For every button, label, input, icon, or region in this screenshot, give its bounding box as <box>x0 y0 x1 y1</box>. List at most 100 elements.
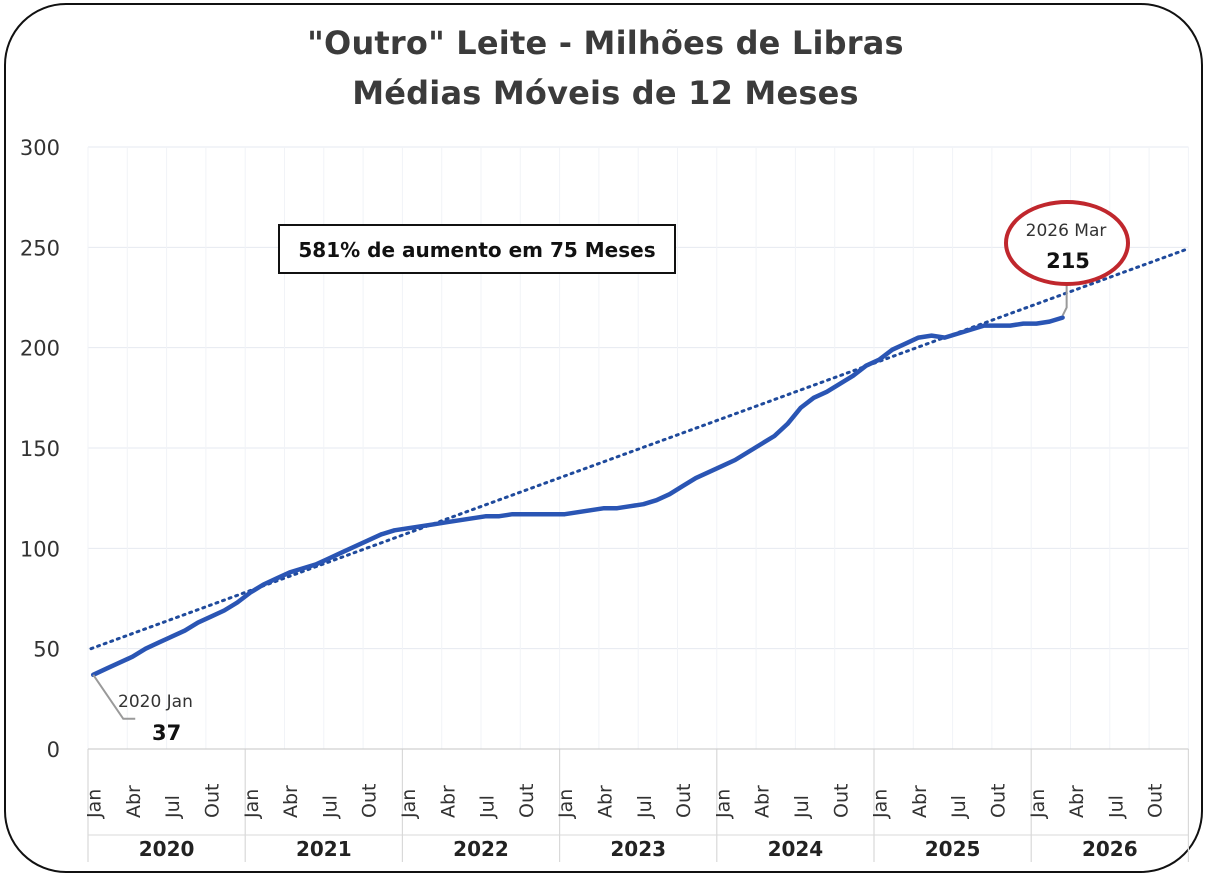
data-point <box>118 661 121 664</box>
x-tick-label: Out <box>830 784 852 818</box>
data-point <box>917 336 920 339</box>
data-point <box>747 451 749 453</box>
end-value: 215 <box>1046 249 1090 273</box>
chart-subtitle: Médias Móveis de 12 Meses <box>352 74 859 112</box>
data-point <box>655 499 658 502</box>
data-point <box>865 364 867 367</box>
year-label: 2020 <box>139 837 195 861</box>
data-point <box>773 435 776 437</box>
x-tick-label: Jan <box>1027 789 1049 819</box>
x-tick-label: Out <box>1145 784 1167 818</box>
data-point <box>105 667 108 670</box>
data-point <box>446 521 448 523</box>
start-label: 2020 Jan <box>118 692 193 712</box>
data-point <box>131 655 134 658</box>
chart-frame <box>4 3 1203 873</box>
x-tick-label: Jan <box>241 789 263 819</box>
y-tick-label: 150 <box>20 437 60 461</box>
data-point <box>760 443 763 445</box>
y-tick-label: 0 <box>47 738 60 762</box>
data-point <box>812 397 815 399</box>
data-point <box>1022 322 1025 325</box>
data-point <box>852 375 854 377</box>
data-point <box>144 647 147 650</box>
annotation-box <box>278 224 676 274</box>
trendline <box>89 247 1188 651</box>
x-tick-label: Jul <box>162 795 184 819</box>
data-point <box>419 525 422 528</box>
series-group <box>90 315 1065 678</box>
data-point <box>210 615 212 618</box>
data-point <box>249 591 252 594</box>
data-point <box>904 342 907 345</box>
y-tick-label: 50 <box>33 638 60 662</box>
year-label: 2024 <box>768 837 824 861</box>
y-tick-label: 300 <box>20 136 60 160</box>
data-point <box>171 635 173 638</box>
data-point <box>485 515 488 517</box>
data-point <box>616 507 618 510</box>
y-tick-label: 200 <box>20 337 60 361</box>
year-label: 2021 <box>296 837 352 861</box>
x-tick-label: Jul <box>319 795 341 819</box>
data-point <box>537 513 540 515</box>
x-tick-label: Jan <box>555 789 577 819</box>
data-point <box>878 358 880 361</box>
x-tick-label: Abr <box>123 785 145 818</box>
x-tick-label: Abr <box>594 785 616 818</box>
data-point <box>236 601 239 604</box>
data-point <box>839 383 841 385</box>
data-point <box>564 513 566 515</box>
year-label: 2023 <box>610 837 666 861</box>
x-tick-label: Jul <box>634 795 656 819</box>
x-tick-label: Jul <box>477 795 499 819</box>
year-label: 2025 <box>925 837 981 861</box>
data-point <box>197 621 199 624</box>
data-point <box>157 641 160 644</box>
x-tick-label: Out <box>987 784 1009 818</box>
data-point <box>288 571 291 574</box>
data-point <box>262 583 265 586</box>
annotation-box-text: 581% de aumento em 75 Meses <box>298 238 655 262</box>
y-tick-label: 100 <box>20 537 60 561</box>
x-tick-label: Jan <box>84 789 106 819</box>
data-point <box>826 391 828 393</box>
x-tick-label: Abr <box>1066 785 1088 818</box>
end-label: 2026 Mar <box>1026 221 1107 241</box>
data-point <box>996 324 998 327</box>
start-callout-line <box>92 674 136 720</box>
data-point <box>1048 320 1051 323</box>
data-point <box>302 567 304 570</box>
highlight-circle <box>1004 200 1130 286</box>
data-point <box>223 609 225 612</box>
data-point <box>1061 316 1064 319</box>
data-point <box>393 529 396 532</box>
data-point <box>498 515 501 517</box>
x-tick-label: Jul <box>791 795 813 819</box>
data-point <box>799 407 802 409</box>
chart-title: "Outro" Leite - Milhões de Libras <box>307 24 904 62</box>
data-point <box>577 511 579 513</box>
x-tick-label: Jan <box>712 789 734 819</box>
y-tick-label: 250 <box>20 236 60 260</box>
x-tick-label: Abr <box>280 785 302 818</box>
data-point <box>983 324 985 327</box>
data-point <box>433 523 435 526</box>
data-point <box>472 517 474 519</box>
data-point <box>943 336 946 339</box>
data-point <box>1035 322 1038 325</box>
data-point <box>550 513 553 515</box>
data-point <box>695 477 697 479</box>
data-point <box>786 423 789 425</box>
y-axis-labels: 0 50 100 150 200 250 300 <box>20 136 60 762</box>
data-point <box>668 493 671 496</box>
data-point <box>315 563 317 566</box>
x-tick-label: Out <box>359 784 381 818</box>
data-point <box>341 551 343 554</box>
data-point <box>184 629 186 632</box>
data-point <box>708 471 710 473</box>
x-axis-labels: Jan Abr Jul Out 2020 Jan Abr Jul Out 2021 Jan Abr Ju… <box>84 784 1167 861</box>
data-point <box>642 503 645 506</box>
data-point <box>681 485 684 487</box>
data-point <box>629 505 632 508</box>
